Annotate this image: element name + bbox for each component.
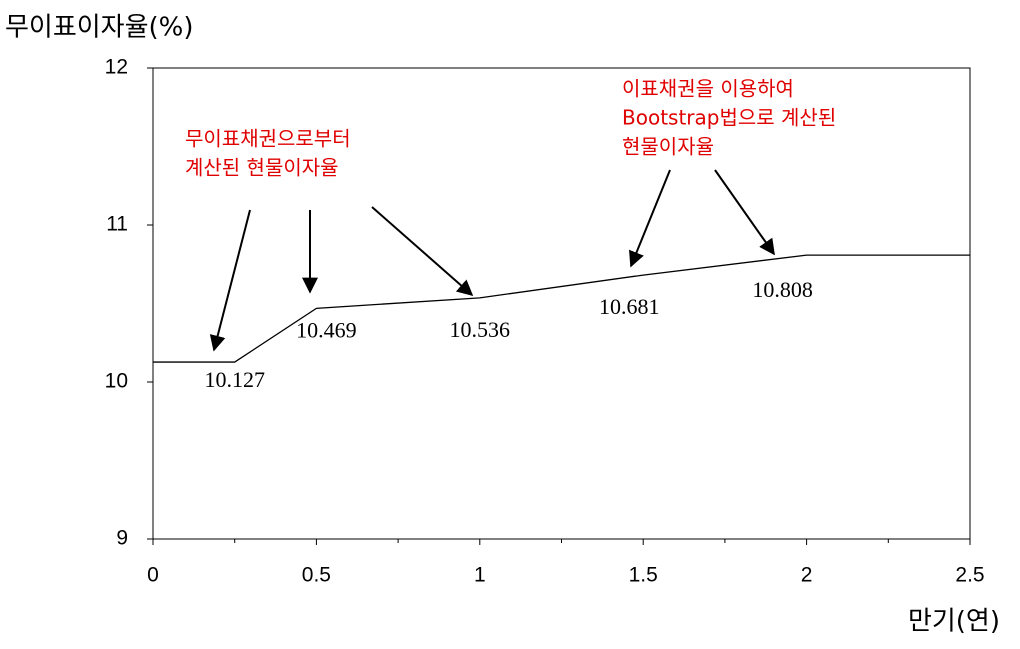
x-tick-label: 1.5 xyxy=(629,564,658,587)
x-axis-label: 만기(연) xyxy=(908,607,1000,637)
y-tick-label: 11 xyxy=(106,213,128,236)
annotation-text: 현물이자율 xyxy=(622,135,714,159)
annotation-text: 이표채권을 이용하여 xyxy=(622,77,794,101)
arrow xyxy=(371,206,474,297)
arrow xyxy=(629,169,671,268)
annotation-text: 계산된 현물이자율 xyxy=(185,156,339,180)
x-tick-label: 1 xyxy=(474,564,486,587)
data-label: 10.536 xyxy=(450,317,511,342)
x-tick-label: 0.5 xyxy=(302,564,331,587)
x-tick-label: 2.5 xyxy=(955,564,984,587)
annotation-text: 무이표채권으로부터 xyxy=(185,127,351,151)
x-tick-label: 2 xyxy=(801,564,813,587)
y-tick-label: 9 xyxy=(116,527,128,550)
y-tick-label: 12 xyxy=(105,56,128,79)
x-tick-label: 0 xyxy=(147,564,159,587)
data-label: 10.469 xyxy=(296,317,357,342)
data-label: 10.681 xyxy=(599,294,660,319)
arrow xyxy=(209,209,251,352)
annotation-text: Bootstrap법으로 계산된 xyxy=(622,106,836,130)
arrow xyxy=(714,169,775,256)
line xyxy=(153,254,970,363)
data-label: 10.808 xyxy=(752,277,813,302)
y-tick-label: 10 xyxy=(105,370,128,393)
y-axis-label: 무이표이자율(%) xyxy=(5,13,194,43)
data-label: 10.127 xyxy=(204,367,265,392)
